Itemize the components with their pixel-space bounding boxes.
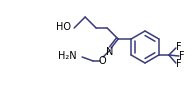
- Text: F: F: [179, 51, 185, 61]
- Text: F: F: [176, 42, 182, 52]
- Text: HO: HO: [56, 22, 71, 32]
- Text: N: N: [106, 47, 114, 57]
- Text: O: O: [98, 56, 106, 66]
- Text: F: F: [176, 59, 182, 69]
- Text: H₂N: H₂N: [58, 51, 76, 61]
